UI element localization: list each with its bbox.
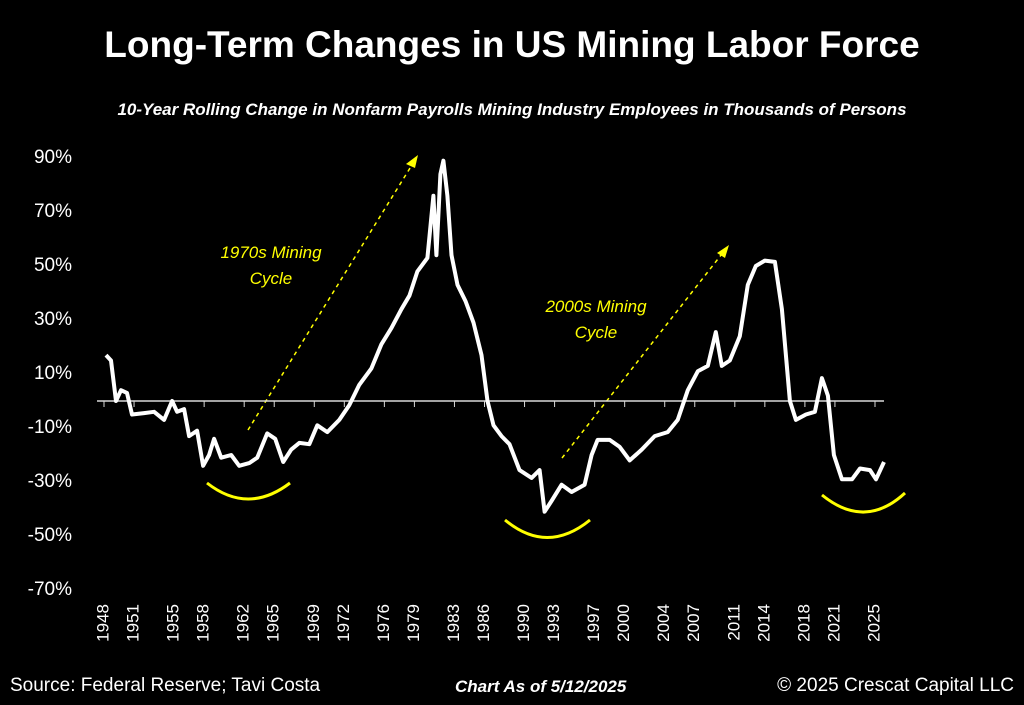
y-tick-label: -50% <box>28 525 72 546</box>
x-tick-label: 1979 <box>404 604 423 642</box>
x-tick-label: 1993 <box>544 604 563 642</box>
y-tick-label: -10% <box>28 417 72 438</box>
copyright: © 2025 Crescat Capital LLC <box>777 675 1014 696</box>
decorations <box>206 155 907 539</box>
x-tick-label: 1997 <box>584 604 603 642</box>
x-tick-label: 1969 <box>304 604 323 642</box>
y-tick-label: -70% <box>28 579 72 600</box>
x-tick-label: 1951 <box>124 604 143 642</box>
x-tick-label: 1986 <box>474 604 493 642</box>
x-tick-label: 2007 <box>684 604 703 642</box>
y-tick-label: -30% <box>28 471 72 492</box>
x-tick-label: 1990 <box>514 604 533 642</box>
x-tick-label: 2011 <box>724 604 743 641</box>
x-tick-label: 1976 <box>374 604 393 642</box>
source: Source: Federal Reserve; Tavi Costa <box>10 675 321 696</box>
annotation: 1970s Mining Cycle <box>220 243 322 288</box>
trough-arc <box>504 518 591 539</box>
arrow-head <box>406 155 418 168</box>
x-tick-label: 1983 <box>444 604 463 642</box>
x-tick-label: 1965 <box>264 604 283 642</box>
trough-arc <box>206 481 291 501</box>
x-tick-label: 2025 <box>864 604 883 642</box>
x-tick-label: 2021 <box>824 604 843 642</box>
x-tick-label: 2000 <box>614 604 633 642</box>
x-tick-label: 2004 <box>654 604 673 642</box>
y-tick-label: 30% <box>34 309 72 330</box>
x-tick-label: 1948 <box>93 604 112 642</box>
y-tick-label: 50% <box>34 255 72 276</box>
trend-arrow <box>247 159 416 431</box>
annotation: 2000s Mining Cycle <box>545 297 647 342</box>
y-tick-label: 90% <box>34 147 72 168</box>
x-tick-label: 1962 <box>234 604 253 642</box>
x-tick-label: 1972 <box>334 604 353 642</box>
data-line <box>104 158 886 514</box>
trend-arrow <box>561 249 726 459</box>
y-tick-label: 70% <box>34 201 72 222</box>
x-tick-label: 2014 <box>754 604 773 642</box>
trough-arc <box>821 491 907 514</box>
date-note: Chart As of 5/12/2025 <box>455 677 627 696</box>
x-tick-label: 1955 <box>164 604 183 642</box>
chart-title: Long-Term Changes in US Mining Labor For… <box>104 24 920 65</box>
x-tick-label: 1958 <box>194 604 213 642</box>
y-tick-label: 10% <box>34 363 72 384</box>
chart-subtitle: 10-Year Rolling Change in Nonfarm Payrol… <box>117 100 907 119</box>
arrow-head <box>717 245 729 258</box>
x-tick-label: 2018 <box>794 604 813 642</box>
